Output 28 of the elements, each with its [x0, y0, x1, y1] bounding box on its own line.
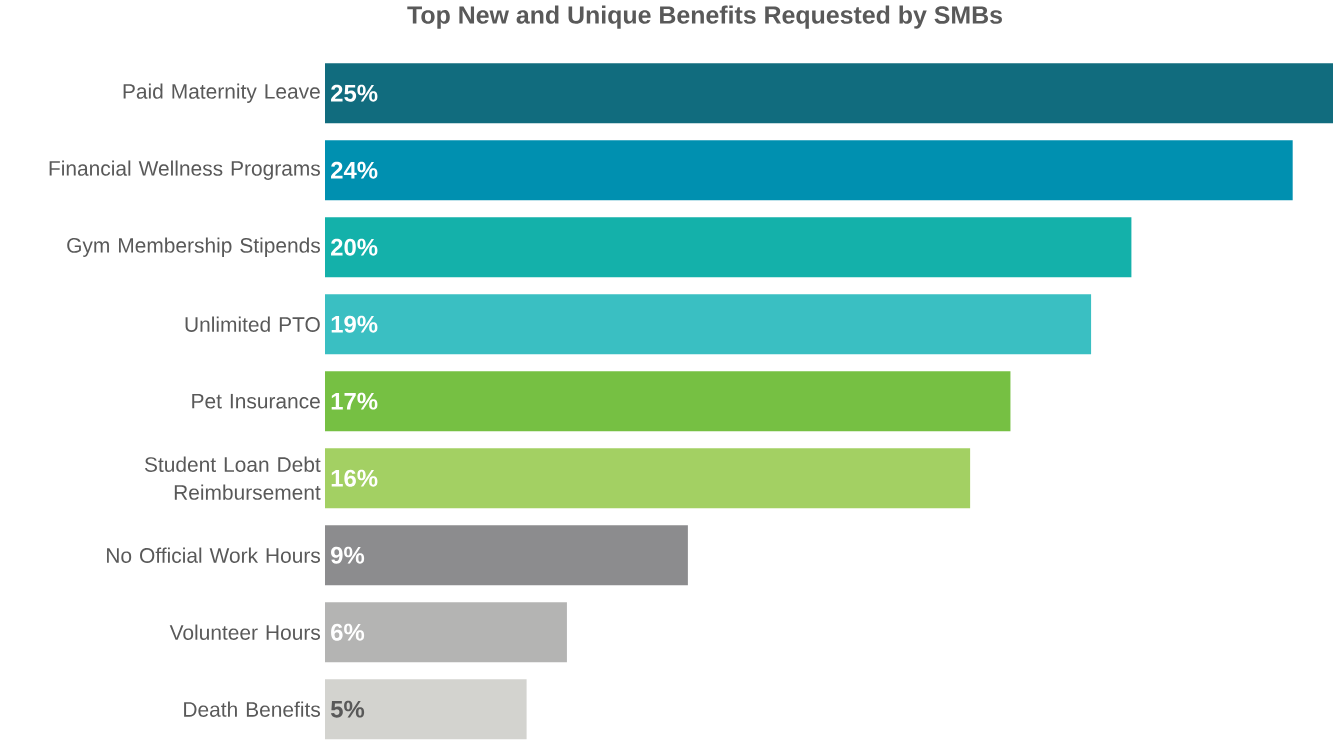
- data-label: 6%: [331, 623, 365, 641]
- y-tick-label: Unlimited PTO: [185, 316, 320, 332]
- y-tick-label: Paid Maternity Leave: [123, 83, 320, 103]
- y-tick-label: No Official Work Hours: [107, 547, 320, 563]
- bar: [325, 679, 527, 740]
- data-label: 19%: [331, 315, 378, 333]
- y-tick-label: Financial Wellness Programs: [49, 160, 320, 180]
- y-tick-label: Volunteer Hours: [169, 624, 321, 640]
- bar: [325, 525, 688, 586]
- bar: [325, 371, 1011, 432]
- data-label: 25%: [331, 84, 378, 102]
- y-tick-label: Pet Insurance: [192, 393, 320, 409]
- y-tick-label: Gym Membership Stipends: [67, 237, 320, 257]
- bar: [325, 448, 971, 509]
- bar: [325, 63, 1333, 124]
- bar: [325, 140, 1293, 201]
- data-label: 24%: [331, 161, 378, 179]
- y-tick-label: Student Loan Debt Reimbursement: [144, 456, 321, 500]
- bar: [325, 602, 567, 663]
- data-label: 9%: [331, 546, 365, 564]
- y-tick-label: Death Benefits: [184, 701, 321, 717]
- chart-title: Top New and Unique Benefits Requested by SMBs: [407, 5, 1002, 29]
- data-label: 5%: [330, 700, 365, 718]
- data-label: 17%: [331, 392, 378, 410]
- data-label: 20%: [331, 238, 378, 256]
- bar: [325, 217, 1132, 278]
- data-label: 16%: [331, 469, 378, 487]
- bar: [325, 294, 1092, 355]
